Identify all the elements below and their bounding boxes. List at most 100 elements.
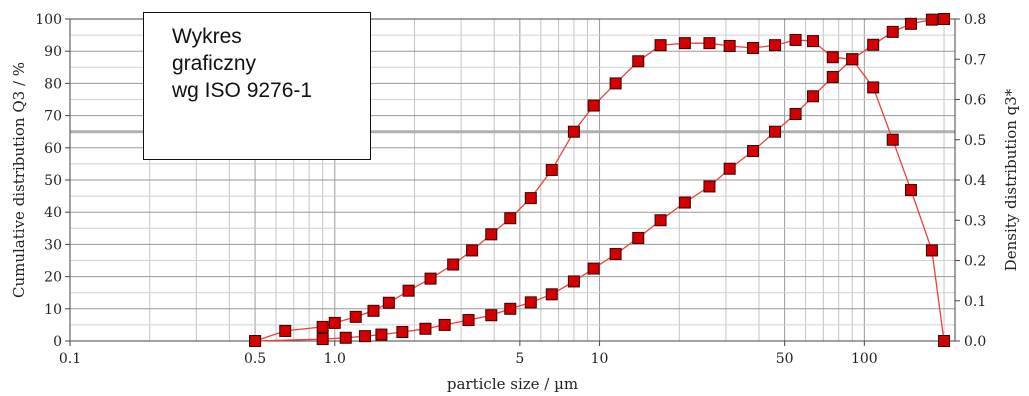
x-tick-label: 10 — [591, 351, 609, 367]
y-right-tick-label: 0.6 — [964, 93, 986, 109]
series-2-point — [723, 39, 736, 52]
series-1-point — [396, 325, 409, 338]
series-2-point — [402, 284, 415, 297]
y-left-tick-label: 70 — [44, 109, 62, 125]
series-2-point — [466, 244, 479, 257]
y-right-tick-label: 0.7 — [964, 52, 986, 68]
series-1-point — [632, 231, 645, 244]
series-2-point — [867, 81, 880, 94]
series-layer — [249, 13, 951, 347]
y-left-tick-label: 90 — [44, 44, 62, 60]
x-axis-label: particle size / µm — [447, 375, 578, 393]
y-right-tick-label: 0.5 — [964, 133, 986, 149]
series-1-point — [524, 296, 537, 309]
x-tick-label: 0.1 — [59, 351, 81, 367]
x-tick-label: 100 — [851, 351, 878, 367]
series-2-point — [632, 55, 645, 68]
series-2-point — [524, 192, 537, 205]
series-2-point — [316, 320, 329, 333]
annotation-line-3: wg ISO 9276-1 — [172, 79, 313, 102]
series-2-point — [769, 39, 782, 52]
x-tick-label: 50 — [776, 351, 794, 367]
series-2-point — [349, 310, 362, 323]
series-1-point — [747, 145, 760, 158]
series-2-point — [925, 244, 938, 257]
y-right-axis-label: Density distribution q3* — [1002, 88, 1020, 271]
series-2-line — [254, 39, 945, 342]
series-2-point — [485, 228, 498, 241]
series-2-point — [447, 258, 460, 271]
series-1-point — [438, 318, 451, 331]
series-1-point — [654, 214, 667, 227]
y-left-tick-label: 60 — [44, 141, 62, 157]
series-2-point — [367, 304, 380, 317]
series-1-point — [904, 17, 917, 30]
series-2-point — [703, 37, 716, 50]
y-left-tick-label: 10 — [44, 302, 62, 318]
series-2-point — [886, 133, 899, 146]
x-tick-label: 1.0 — [324, 351, 346, 367]
series-2-point — [328, 316, 341, 329]
y-left-tick-label: 40 — [44, 205, 62, 221]
y-left-tick-label: 80 — [44, 76, 62, 92]
series-2-point — [567, 125, 580, 138]
series-1-point — [789, 107, 802, 120]
series-1-point — [587, 262, 600, 275]
series-1-point — [358, 330, 371, 343]
annotation-line-1: Wykres — [172, 25, 242, 48]
series-1-point — [925, 13, 938, 26]
y-left-tick-label: 30 — [44, 237, 62, 253]
series-1-point — [419, 322, 432, 335]
series-1-point — [339, 331, 352, 344]
x-axis-ticks: 0.1 0.5 1.0 5 10 50 100 — [59, 341, 878, 367]
x-tick-label: 5 — [515, 351, 524, 367]
series-1-point — [545, 288, 558, 301]
series-2-point — [904, 184, 917, 197]
series-1-point — [567, 275, 580, 288]
annotation-line-2: graficzny — [172, 52, 257, 75]
series-2-point — [504, 212, 517, 225]
series-2-point — [382, 296, 395, 309]
series-2-point — [609, 77, 622, 90]
series-2-point — [545, 163, 558, 176]
series-1-point — [807, 90, 820, 103]
series-1-point — [504, 302, 517, 315]
y-right-tick-label: 0.4 — [964, 173, 986, 189]
series-2-point — [654, 39, 667, 52]
series-1-point — [678, 196, 691, 209]
series-2-point — [249, 335, 262, 347]
y-right-tick-label: 0.8 — [964, 12, 986, 28]
series-1-point — [769, 125, 782, 138]
y-right-tick-label: 0.2 — [964, 254, 986, 270]
series-1-point — [375, 328, 388, 341]
x-tick-label: 0.5 — [244, 351, 266, 367]
series-1-point — [867, 38, 880, 51]
y-right-tick-label: 0.0 — [964, 334, 986, 350]
series-1-point — [462, 314, 475, 327]
annotation-box: Wykres graficzny wg ISO 9276-1 — [143, 12, 371, 160]
series-1-point — [703, 180, 716, 193]
series-1-point — [609, 248, 622, 261]
y-right-tick-label: 0.1 — [964, 294, 986, 310]
series-2-point — [807, 35, 820, 48]
series-1-point — [938, 13, 951, 25]
y-left-axis-label: Cumulative distribution Q3 / % — [10, 62, 28, 298]
y-left-tick-label: 0 — [53, 334, 62, 350]
y-left-tick-label: 20 — [44, 270, 62, 286]
y-right-axis-ticks: 0.0 0.1 0.2 0.3 0.4 0.5 0.6 0.7 0.8 — [955, 12, 986, 350]
series-2-point — [789, 33, 802, 46]
series-1-point — [886, 25, 899, 38]
series-1-point — [316, 333, 329, 346]
y-right-tick-label: 0.3 — [964, 213, 986, 229]
series-2-point — [938, 335, 951, 347]
series-2-point — [279, 324, 292, 337]
series-2-point — [678, 37, 691, 50]
series-1-point — [723, 162, 736, 175]
series-2-point — [846, 53, 859, 66]
series-2-point — [747, 41, 760, 54]
y-left-axis-ticks: 0 10 20 30 40 50 60 70 80 90 100 — [35, 12, 70, 350]
y-left-tick-label: 50 — [44, 173, 62, 189]
series-2-point — [826, 51, 839, 64]
series-2-point — [424, 272, 437, 285]
